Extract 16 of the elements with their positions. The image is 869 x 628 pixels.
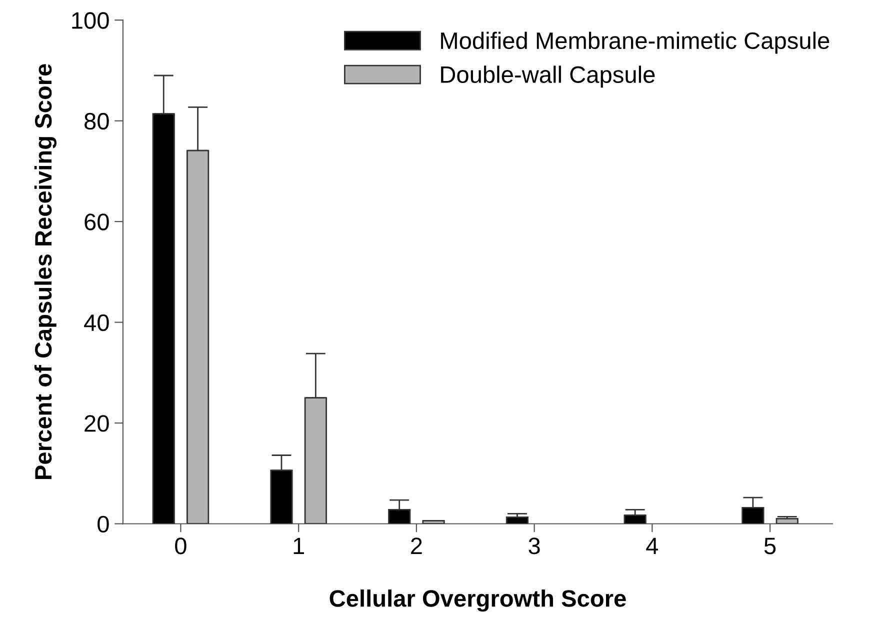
legend-label: Double-wall Capsule — [441, 66, 655, 88]
y-tick-label: 60 — [84, 214, 109, 230]
x-tick-label: 4 — [646, 538, 658, 554]
y-tick-label: 80 — [84, 112, 109, 130]
x-tick-label: 1 — [294, 538, 304, 554]
y-axis-title: Percent of Capsules Receiving Score — [34, 64, 56, 479]
x-tick-label: 5 — [764, 538, 776, 554]
x-tick-label: 0 — [175, 538, 186, 554]
y-tick-label: 0 — [98, 516, 109, 533]
x-tick-label: 3 — [528, 538, 540, 554]
x-axis-title: Cellular Overgrowth Score — [330, 590, 626, 612]
x-tick-label: 2 — [411, 538, 422, 554]
legend-label: Modified Membrane-mimetic Capsule — [441, 32, 830, 54]
y-tick-label: 40 — [84, 314, 109, 332]
y-tick-label: 100 — [72, 12, 109, 29]
y-tick-label: 20 — [84, 415, 109, 432]
